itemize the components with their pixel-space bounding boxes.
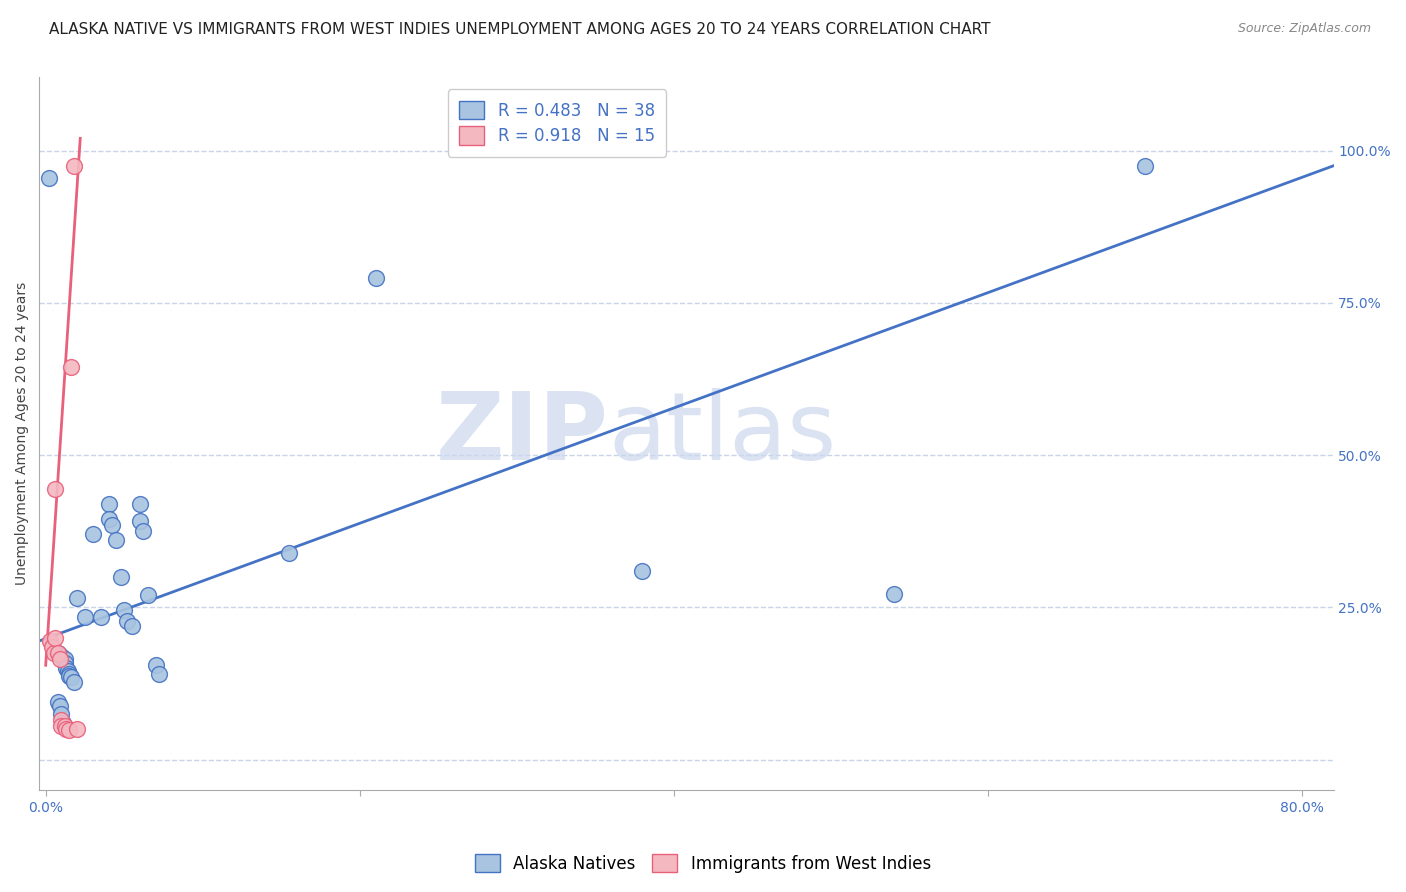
Y-axis label: Unemployment Among Ages 20 to 24 years: Unemployment Among Ages 20 to 24 years <box>15 282 30 585</box>
Point <box>53 719 76 733</box>
Text: atlas: atlas <box>609 388 837 480</box>
Point <box>58 668 80 682</box>
Point <box>55 723 77 737</box>
Point <box>51 713 73 727</box>
Text: ALASKA NATIVE VS IMMIGRANTS FROM WEST INDIES UNEMPLOYMENT AMONG AGES 20 TO 24 YE: ALASKA NATIVE VS IMMIGRANTS FROM WEST IN… <box>49 22 991 37</box>
Point <box>100 518 122 533</box>
Point <box>51 719 73 733</box>
Point <box>364 271 387 285</box>
Point <box>46 695 69 709</box>
Point <box>148 667 170 681</box>
Point <box>51 649 73 664</box>
Point <box>73 609 96 624</box>
Text: Source: ZipAtlas.com: Source: ZipAtlas.com <box>1237 22 1371 36</box>
Point <box>41 640 63 654</box>
Point <box>46 646 69 660</box>
Point <box>66 723 89 737</box>
Point <box>53 652 76 666</box>
Point <box>129 497 152 511</box>
Point <box>59 670 82 684</box>
Point <box>90 609 112 624</box>
Point <box>883 587 905 601</box>
Point <box>631 564 654 578</box>
Point <box>1133 159 1156 173</box>
Point <box>44 482 66 496</box>
Point <box>132 524 155 539</box>
Point <box>53 657 76 671</box>
Point <box>42 646 65 660</box>
Point <box>105 533 128 548</box>
Point <box>52 716 75 731</box>
Point <box>46 646 69 660</box>
Point <box>58 667 80 681</box>
Point <box>82 527 104 541</box>
Point <box>278 545 301 559</box>
Point <box>129 514 152 528</box>
Point <box>63 674 86 689</box>
Point <box>59 359 82 374</box>
Point <box>145 658 167 673</box>
Point <box>56 665 79 679</box>
Point <box>97 512 120 526</box>
Point <box>44 631 66 645</box>
Point <box>55 661 77 675</box>
Point <box>112 603 135 617</box>
Point <box>121 618 143 632</box>
Legend: R = 0.483   N = 38, R = 0.918   N = 15: R = 0.483 N = 38, R = 0.918 N = 15 <box>447 89 666 157</box>
Text: ZIP: ZIP <box>436 388 609 480</box>
Point <box>97 497 120 511</box>
Point <box>117 614 139 628</box>
Point <box>136 588 159 602</box>
Point <box>110 570 132 584</box>
Point <box>58 723 80 738</box>
Point <box>66 591 89 606</box>
Point <box>49 652 72 666</box>
Point <box>63 159 86 173</box>
Point <box>39 634 62 648</box>
Legend: Alaska Natives, Immigrants from West Indies: Alaska Natives, Immigrants from West Ind… <box>468 847 938 880</box>
Point <box>38 170 60 185</box>
Point <box>49 699 72 714</box>
Point <box>51 706 73 721</box>
